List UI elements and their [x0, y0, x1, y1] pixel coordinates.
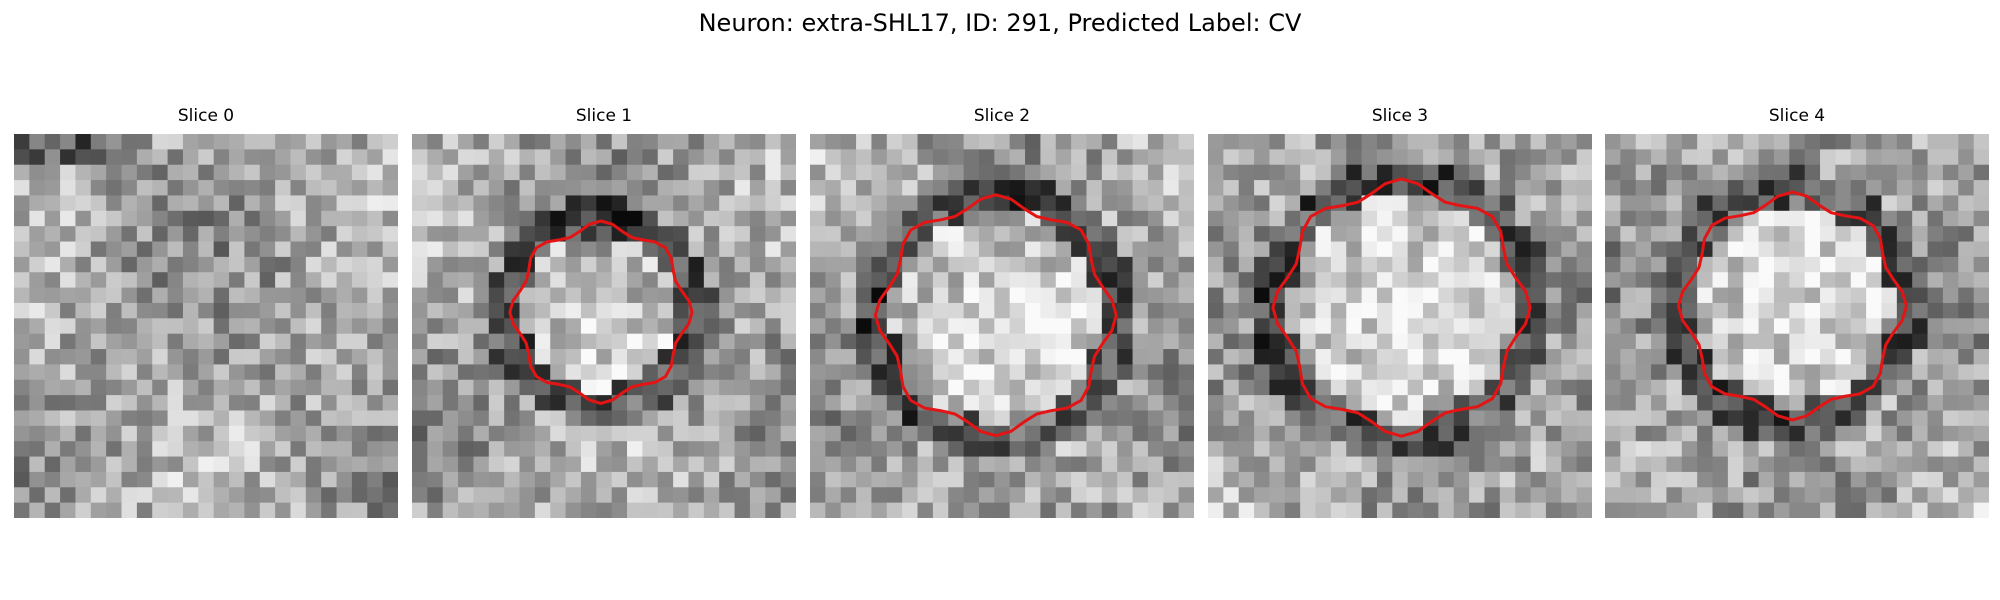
- figure-title: Neuron: extra-SHL17, ID: 291, Predicted …: [0, 8, 2000, 38]
- slice-image-3: [1208, 134, 1592, 518]
- pixel-grid: [1208, 134, 1592, 518]
- pixel-grid: [412, 134, 796, 518]
- slice-title-2: Slice 2: [810, 104, 1194, 128]
- slice-image-0: [14, 134, 398, 518]
- pixel-grid: [14, 134, 398, 518]
- slice-image-4: [1605, 134, 1989, 518]
- slice-title-0: Slice 0: [14, 104, 398, 128]
- slice-image-1: [412, 134, 796, 518]
- slice-image-2: [810, 134, 1194, 518]
- slice-panel-4: Slice 4: [1605, 104, 1989, 518]
- slice-title-4: Slice 4: [1605, 104, 1989, 128]
- slice-panel-2: Slice 2: [810, 104, 1194, 518]
- slice-panel-3: Slice 3: [1208, 104, 1592, 518]
- slice-title-3: Slice 3: [1208, 104, 1592, 128]
- slice-title-1: Slice 1: [412, 104, 796, 128]
- slice-panel-1: Slice 1: [412, 104, 796, 518]
- pixel-grid: [1605, 134, 1989, 518]
- pixel-grid: [810, 134, 1194, 518]
- slice-panel-0: Slice 0: [14, 104, 398, 518]
